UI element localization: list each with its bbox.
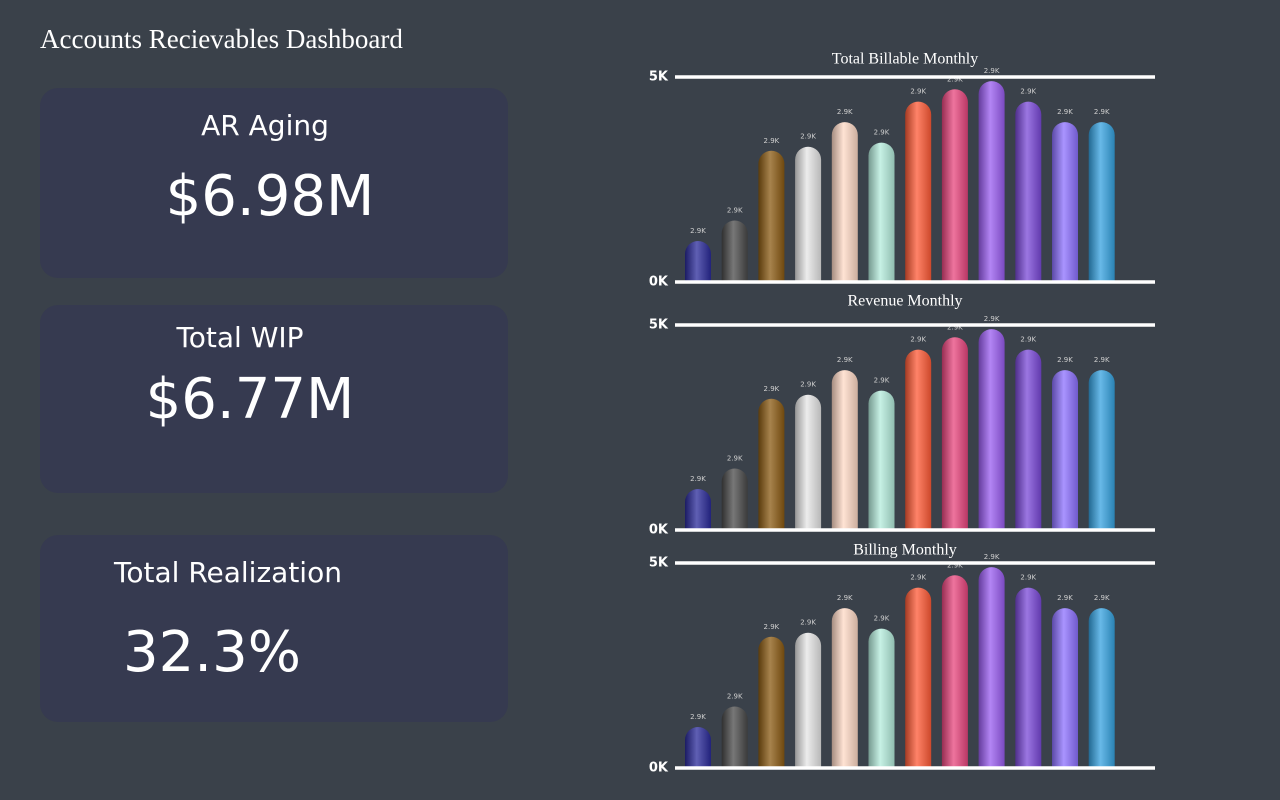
chart-title: Billing Monthly (853, 542, 957, 559)
bar (868, 628, 895, 768)
bar-annotation: 2.9K (764, 623, 780, 631)
kpi-label: Total Realization (113, 556, 342, 589)
bar (941, 575, 968, 768)
bar-annotation: 2.9K (764, 137, 780, 145)
bar (721, 220, 748, 282)
bar (795, 632, 822, 768)
bar (1088, 370, 1115, 530)
bar-annotation: 2.9K (1094, 594, 1110, 602)
bar-annotation: 2.9K (1057, 356, 1073, 364)
bar (795, 146, 822, 282)
bar-annotation: 2.9K (800, 619, 816, 627)
bar-annotation: 2.9K (837, 594, 853, 602)
bar-annotation: 2.9K (837, 108, 853, 116)
bar (685, 489, 711, 530)
bar (1052, 608, 1078, 768)
bar-annotation: 2.9K (727, 455, 743, 463)
bar (831, 122, 858, 282)
bar-annotation: 2.9K (874, 377, 890, 385)
bar-annotation: 2.9K (764, 385, 780, 393)
bar-annotation: 2.9K (1020, 88, 1036, 96)
bar (721, 706, 748, 768)
chart-title: Revenue Monthly (847, 293, 962, 310)
bar-annotation: 2.9K (1094, 356, 1110, 364)
bar (978, 329, 1005, 530)
bar (978, 567, 1005, 768)
bar (831, 370, 858, 530)
bar (941, 337, 968, 530)
bar-annotation: 2.9K (874, 615, 890, 623)
y-tick-label: 0K (649, 761, 669, 776)
chart-title: Total Billable Monthly (832, 51, 978, 68)
y-tick-label: 0K (649, 275, 669, 290)
kpi-card (40, 305, 508, 493)
bar (758, 398, 785, 530)
y-tick-label: 0K (649, 523, 669, 538)
bar-annotation: 2.9K (1057, 108, 1073, 116)
bar (758, 636, 785, 768)
bar-annotation: 2.9K (690, 475, 706, 483)
kpi-card (40, 535, 508, 722)
bar-annotation: 2.9K (947, 75, 963, 83)
bar (758, 150, 785, 282)
kpi-value: $6.77M (146, 367, 355, 432)
bar (978, 81, 1005, 282)
y-tick-label: 5K (649, 556, 669, 571)
bar-annotation: 2.9K (800, 133, 816, 141)
bar-annotation: 2.9K (690, 227, 706, 235)
bar-annotation: 2.9K (910, 574, 926, 582)
kpi-value: 32.3% (123, 620, 301, 685)
bar-annotation: 2.9K (1057, 594, 1073, 602)
bar-annotation: 2.9K (1020, 336, 1036, 344)
dashboard-title: Accounts Recievables Dashboard (40, 24, 403, 54)
kpi-label: Total WIP (175, 321, 303, 354)
bar (1015, 587, 1042, 768)
kpi-card (40, 88, 508, 278)
bar (1015, 101, 1042, 282)
bar (1015, 349, 1042, 530)
kpi-label: AR Aging (201, 109, 329, 142)
bar-annotation: 2.9K (1020, 574, 1036, 582)
bar-annotation: 2.9K (837, 356, 853, 364)
bar-annotation: 2.9K (1094, 108, 1110, 116)
bar (831, 608, 858, 768)
bar (905, 101, 932, 282)
bar (1088, 122, 1115, 282)
bar-annotation: 2.9K (874, 129, 890, 137)
y-tick-label: 5K (649, 318, 669, 333)
bar-annotation: 2.9K (947, 561, 963, 569)
y-tick-label: 5K (649, 70, 669, 85)
bar (721, 468, 748, 530)
bar-annotation: 2.9K (984, 315, 1000, 323)
bar (1088, 608, 1115, 768)
bar-annotation: 2.9K (690, 713, 706, 721)
bar-annotation: 2.9K (800, 381, 816, 389)
bar (905, 349, 932, 530)
bar (1052, 370, 1078, 530)
bar-annotation: 2.9K (727, 207, 743, 215)
bar (685, 727, 711, 768)
bar (941, 89, 968, 282)
bar (1052, 122, 1078, 282)
bar (905, 587, 932, 768)
bar (685, 241, 711, 282)
bar-annotation: 2.9K (727, 693, 743, 701)
bar-annotation: 2.9K (910, 336, 926, 344)
bar (868, 142, 895, 282)
bar (795, 394, 822, 530)
bar-annotation: 2.9K (984, 67, 1000, 75)
bar-annotation: 2.9K (910, 88, 926, 96)
kpi-value: $6.98M (166, 164, 375, 229)
bar (868, 390, 895, 530)
bar-annotation: 2.9K (984, 553, 1000, 561)
bar-annotation: 2.9K (947, 323, 963, 331)
